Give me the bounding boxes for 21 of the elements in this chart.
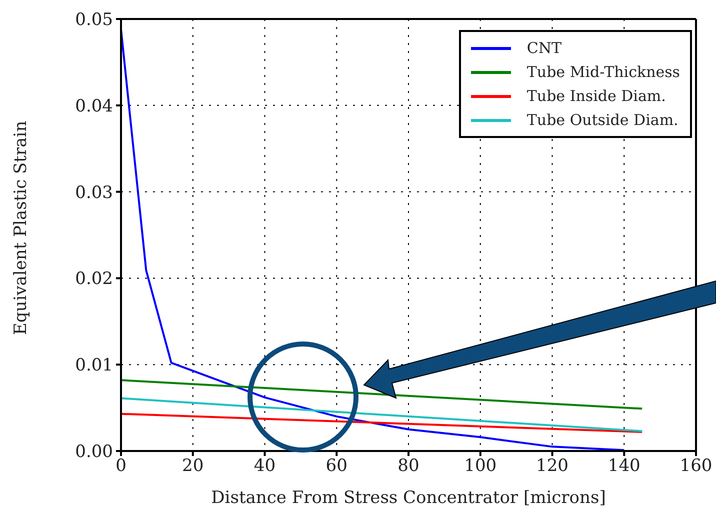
- y-tick-label: 0.04: [75, 96, 113, 116]
- x-tick-label: 160: [680, 456, 712, 476]
- x-tick-label: 40: [254, 456, 276, 476]
- y-axis-title: Equivalent Plastic Strain: [11, 120, 32, 335]
- legend-label: Tube Inside Diam.: [526, 87, 666, 105]
- x-tick-label: 0: [116, 456, 126, 476]
- y-tick-label: 0.05: [75, 10, 113, 30]
- legend-label: CNT: [526, 39, 562, 57]
- x-tick-label: 20: [182, 456, 204, 476]
- x-tick-label: 80: [398, 456, 420, 476]
- y-tick-label: 0.02: [75, 269, 113, 290]
- y-tick-label: 0.01: [75, 356, 113, 376]
- legend-label: Tube Mid-Thickness: [526, 63, 680, 81]
- x-tick-label: 60: [326, 456, 348, 476]
- x-tick-label: 100: [464, 456, 497, 476]
- legend-label: Tube Outside Diam.: [526, 111, 678, 129]
- y-tick-label: 0.03: [75, 182, 113, 203]
- x-tick-label: 140: [608, 456, 640, 476]
- y-tick-label: 0.00: [75, 442, 113, 462]
- x-axis-title: Distance From Stress Concentrator [microns]: [211, 488, 606, 508]
- x-tick-label: 120: [536, 456, 568, 476]
